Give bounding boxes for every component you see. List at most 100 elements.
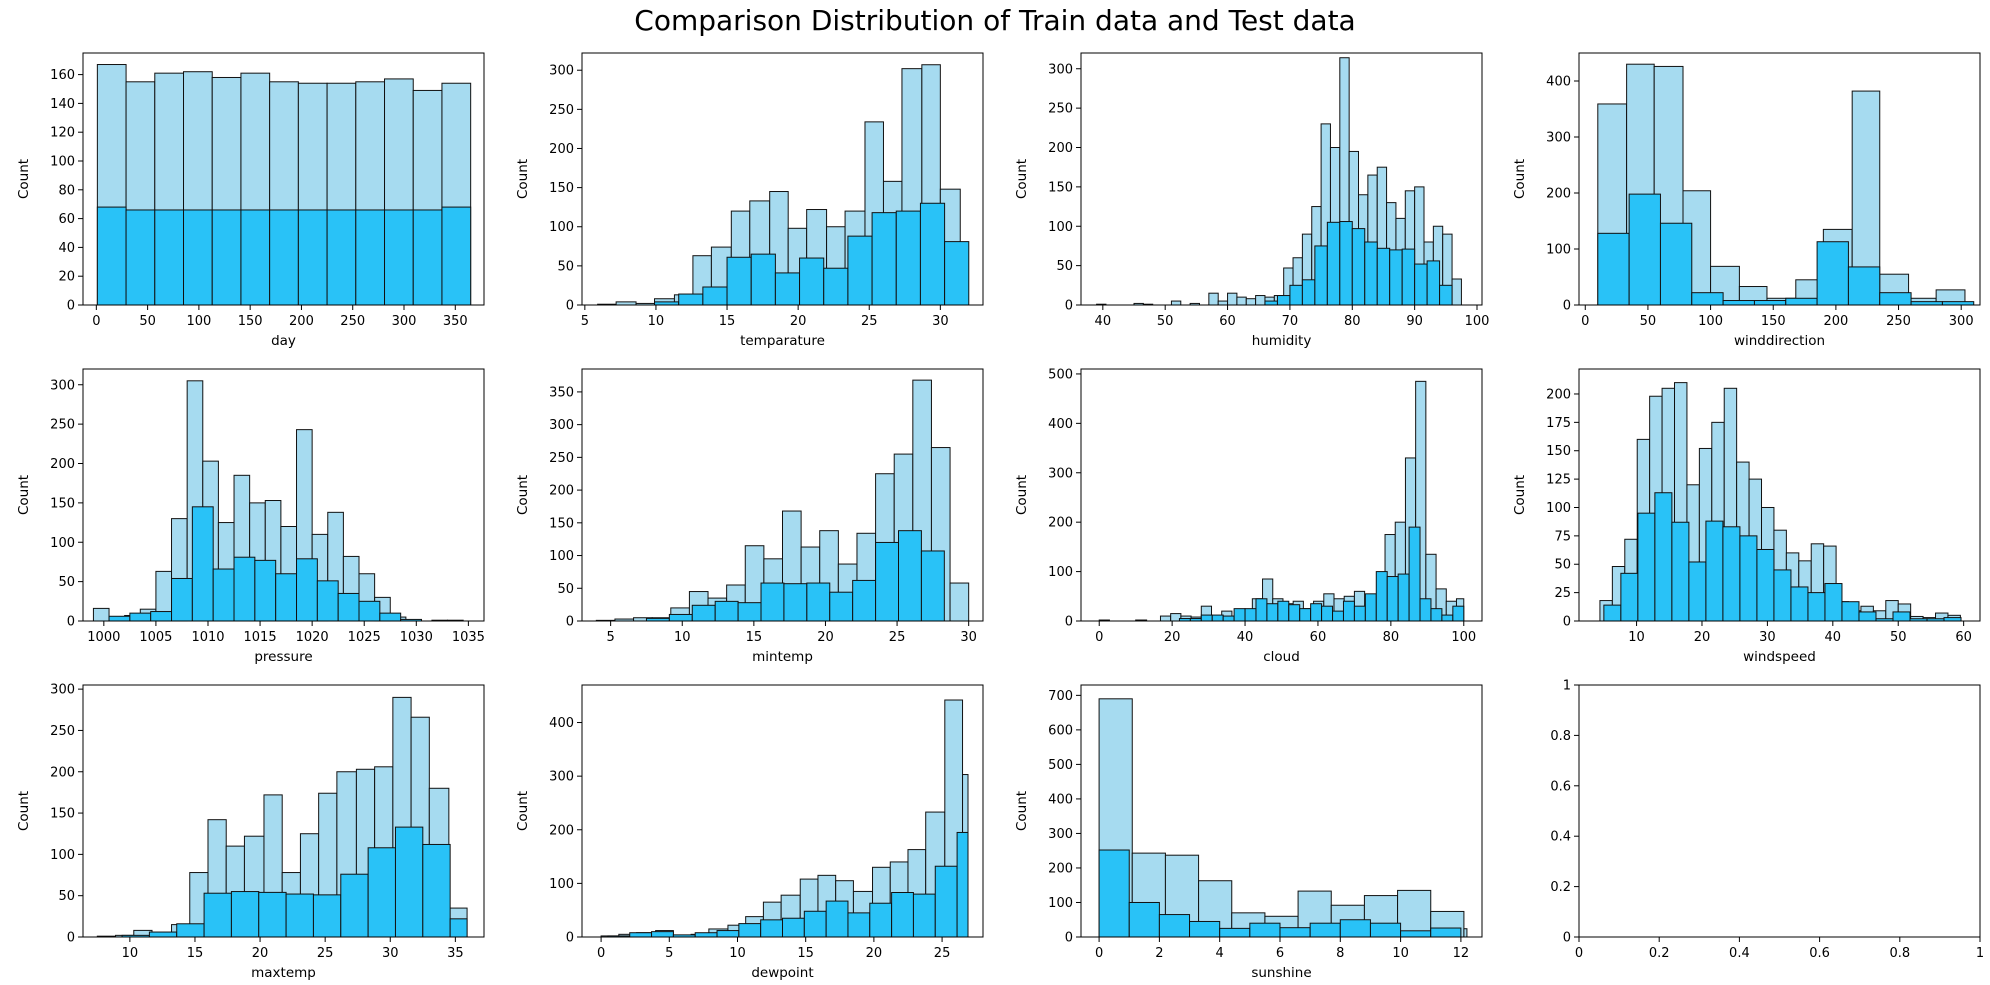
test-bar — [651, 931, 674, 938]
test-bar — [150, 611, 173, 622]
x-tick-label: 10 — [729, 946, 746, 961]
test-bar — [275, 573, 298, 622]
test-bar — [825, 900, 849, 938]
test-bar — [1376, 247, 1391, 306]
test-bar — [678, 293, 704, 306]
y-tick-label: 200 — [549, 823, 574, 838]
test-bar — [1211, 614, 1224, 622]
x-tick-label: 350 — [443, 314, 468, 329]
x-tick-label: 20 — [866, 946, 883, 961]
x-tick-label: 150 — [1761, 314, 1786, 329]
test-bar — [1441, 614, 1454, 622]
test-bar — [171, 577, 193, 622]
y-tick-label: 100 — [549, 220, 574, 235]
x-tick-label: 70 — [1282, 314, 1299, 329]
test-bar — [1671, 521, 1690, 622]
subplot-windspeed: 10 20 30 40 50 60 0 25 50 75 100 125 150 175 200 windsp… — [1512, 368, 1981, 665]
test-bar — [1691, 292, 1724, 306]
axes-frame — [1080, 368, 1483, 622]
test-bar — [716, 930, 740, 938]
test-bar — [803, 910, 827, 938]
test-bar — [774, 272, 801, 306]
y-tick-label: 200 — [549, 142, 574, 157]
subplot-cloud: 0 20 40 60 80 100 0 100 200 300 400 500 cloud Count — [1014, 367, 1483, 665]
y-tick-label: 700 — [1048, 689, 1073, 704]
test-bar — [783, 583, 808, 622]
test-bar — [694, 932, 718, 938]
y-tick-label: 250 — [1048, 102, 1073, 117]
y-tick-label: 400 — [1048, 792, 1073, 807]
test-bar — [919, 202, 946, 306]
y-tick-label: 150 — [50, 496, 75, 511]
x-tick-label: 15 — [187, 946, 204, 961]
y-tick-label: 0 — [1563, 931, 1571, 946]
test-bar — [1219, 927, 1251, 938]
test-bar — [891, 892, 914, 938]
x-tick-label: 0.8 — [1889, 946, 1910, 961]
x-tick-label: 100 — [1698, 314, 1723, 329]
y-tick-label: 200 — [1546, 187, 1571, 202]
y-tick-label: 120 — [50, 126, 75, 141]
test-bar — [254, 559, 277, 622]
test-bar — [869, 902, 893, 938]
axes-frame — [1578, 368, 1981, 622]
x-tick-label: 6 — [1276, 946, 1284, 961]
x-axis-label: mintemp — [752, 649, 813, 665]
x-tick-label: 1 — [1976, 946, 1984, 961]
test-bar — [384, 209, 414, 306]
y-tick-label: 100 — [1048, 896, 1073, 911]
x-tick-label: 100 — [1451, 630, 1476, 645]
test-bar — [233, 556, 256, 622]
y-tick-label: 0.2 — [1550, 880, 1571, 895]
x-axis-label: temparature — [740, 333, 825, 349]
x-tick-label: 300 — [392, 314, 417, 329]
test-bar — [1288, 604, 1301, 622]
test-bar — [1249, 922, 1281, 938]
x-tick-label: 5 — [665, 946, 673, 961]
x-tick-label: 100 — [1465, 314, 1490, 329]
y-axis-label: Count — [1014, 791, 1030, 831]
x-tick-label: 1010 — [191, 630, 224, 645]
x-tick-label: 40 — [1095, 314, 1112, 329]
subplot-pressure: 1000 1005 1010 1015 1020 1025 1030 1035 0 50 100 15… — [16, 368, 485, 665]
test-bar — [1430, 608, 1443, 622]
test-bar — [691, 604, 716, 622]
test-bar — [1688, 561, 1707, 622]
test-bar — [316, 580, 339, 622]
x-tick-label: 1035 — [452, 630, 485, 645]
x-tick-label: 30 — [382, 946, 399, 961]
test-bar — [1785, 297, 1818, 306]
test-bar — [1910, 301, 1943, 306]
y-tick-label: 400 — [549, 716, 574, 731]
test-bar — [760, 582, 785, 622]
x-tick-label: 80 — [1383, 630, 1400, 645]
test-bar — [1620, 572, 1639, 622]
train-bar — [1159, 615, 1172, 622]
test-bar — [1892, 611, 1911, 622]
x-axis-label: pressure — [254, 649, 312, 665]
test-bar — [1654, 492, 1673, 622]
y-axis-label: Count — [515, 791, 531, 831]
test-bar — [258, 891, 287, 938]
x-axis-label: maxtemp — [251, 965, 316, 981]
x-tick-label: 10 — [1392, 946, 1409, 961]
test-bar — [737, 602, 762, 622]
test-bar — [337, 592, 360, 622]
x-tick-label: 40 — [1825, 630, 1842, 645]
x-tick-label: 60 — [1955, 630, 1972, 645]
x-tick-label: 200 — [1823, 314, 1848, 329]
y-tick-label: 150 — [1048, 180, 1073, 195]
x-tick-label: 60 — [1310, 630, 1327, 645]
test-bar — [944, 241, 970, 306]
test-bar — [1400, 930, 1432, 938]
test-bar — [912, 893, 936, 938]
test-bar — [1189, 920, 1221, 938]
test-bar — [1375, 571, 1388, 622]
test-bar — [847, 235, 873, 306]
train-bar — [949, 582, 970, 622]
test-bar — [1847, 266, 1881, 306]
x-tick-label: 30 — [1759, 630, 1776, 645]
y-tick-label: 350 — [549, 385, 574, 400]
test-bar — [296, 558, 318, 622]
test-bar — [1419, 598, 1432, 622]
